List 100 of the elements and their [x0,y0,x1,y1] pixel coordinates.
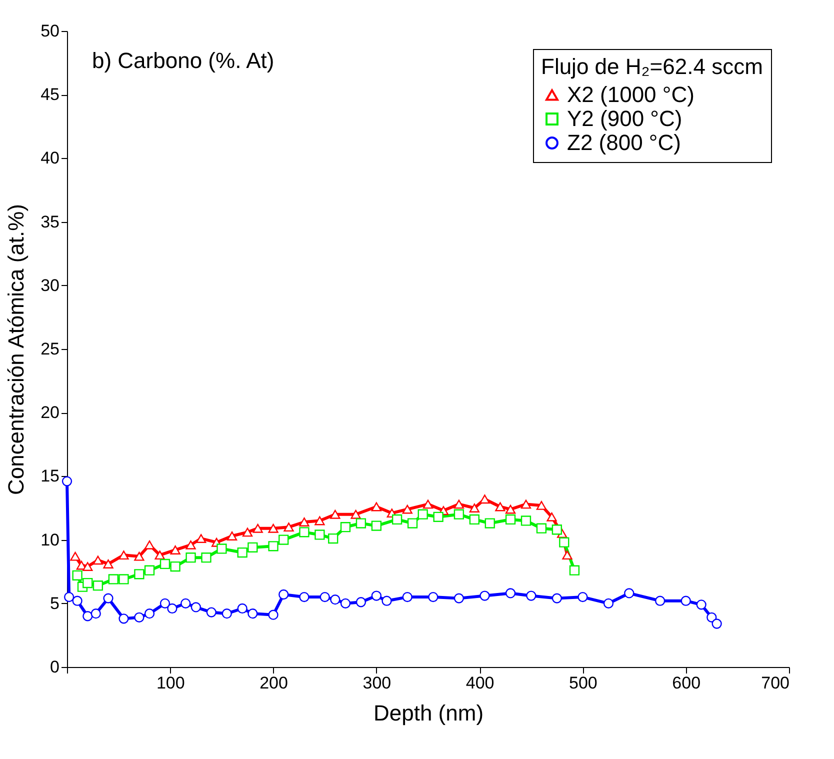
point [92,580,104,591]
point [299,527,310,538]
point [480,590,490,601]
point [480,494,490,504]
point [144,608,155,619]
point [505,504,516,514]
point [536,523,547,534]
point [371,590,382,601]
y-tick-label: 5 [50,594,60,613]
point [552,593,562,604]
y-tick-label: 35 [40,212,60,232]
point [134,612,144,622]
x-tick-label: 200 [260,674,288,692]
point [454,509,464,520]
point [62,476,72,486]
x-tick-label: 500 [569,674,598,692]
point [484,518,495,528]
point [103,559,114,568]
x-tick-label: 300 [362,674,392,692]
y-tick-label: 50 [40,22,60,40]
point [320,592,330,602]
point [64,592,74,602]
point [520,500,532,509]
x-tick-label: 700 [761,674,790,692]
point [418,509,428,520]
point [314,516,325,526]
point [154,550,165,560]
y-axis-title: Concentración Atómica (at.%) [4,204,29,496]
point [559,537,570,548]
point [469,504,480,512]
legend-title: Flujo de H₂=62.4 sccm [541,54,763,79]
point [706,612,717,622]
point [186,552,196,563]
x-tick-label: 600 [672,674,701,692]
point [680,596,691,606]
point [170,561,180,572]
point [72,570,82,580]
y-tick-label: 15 [40,466,60,486]
x-tick-label: 400 [466,674,494,692]
point [402,592,412,602]
point [328,533,338,544]
point [82,611,93,622]
point [144,565,155,576]
point [268,524,278,533]
point [160,558,170,570]
point [103,593,114,604]
point [252,524,263,533]
point [562,550,572,560]
point [603,598,614,608]
point [469,514,480,525]
point [712,618,722,629]
legend-label: Z2 (800 °C) [567,130,681,155]
point [330,510,340,519]
point [407,518,418,528]
point [655,596,666,606]
point [278,589,289,600]
point [382,596,392,606]
point [72,596,82,606]
point [495,502,506,512]
point [180,598,191,608]
point [134,569,144,580]
point [350,510,361,519]
point [546,512,557,522]
point [299,518,310,526]
point [330,594,340,605]
point [170,546,180,554]
point [268,541,278,552]
point [278,534,289,545]
x-tick-label: 100 [156,674,185,692]
y-tick-label: 25 [40,340,60,358]
point [454,593,464,604]
point [520,516,532,526]
point [206,607,216,618]
point [160,598,170,608]
point [118,550,129,560]
point [190,602,201,612]
point [167,603,178,614]
point [70,552,80,561]
point [536,500,547,510]
point [284,522,294,532]
point [248,608,258,619]
point [90,608,101,619]
point [134,552,144,561]
y-tick-label: 20 [40,403,60,422]
point [118,614,129,624]
annotation: b) Carbono (%. At) [92,48,274,73]
legend-label: Y2 (900 °C) [567,106,682,131]
point [552,524,562,535]
point [526,590,536,601]
point [454,500,464,509]
point [569,565,580,576]
point [248,542,258,553]
y-tick-label: 45 [40,85,60,104]
point [144,540,155,550]
point [268,610,278,620]
legend-label: X2 (1000 °C) [567,82,694,107]
point [314,530,325,540]
point [505,514,516,525]
point [82,562,93,571]
point [356,518,366,528]
